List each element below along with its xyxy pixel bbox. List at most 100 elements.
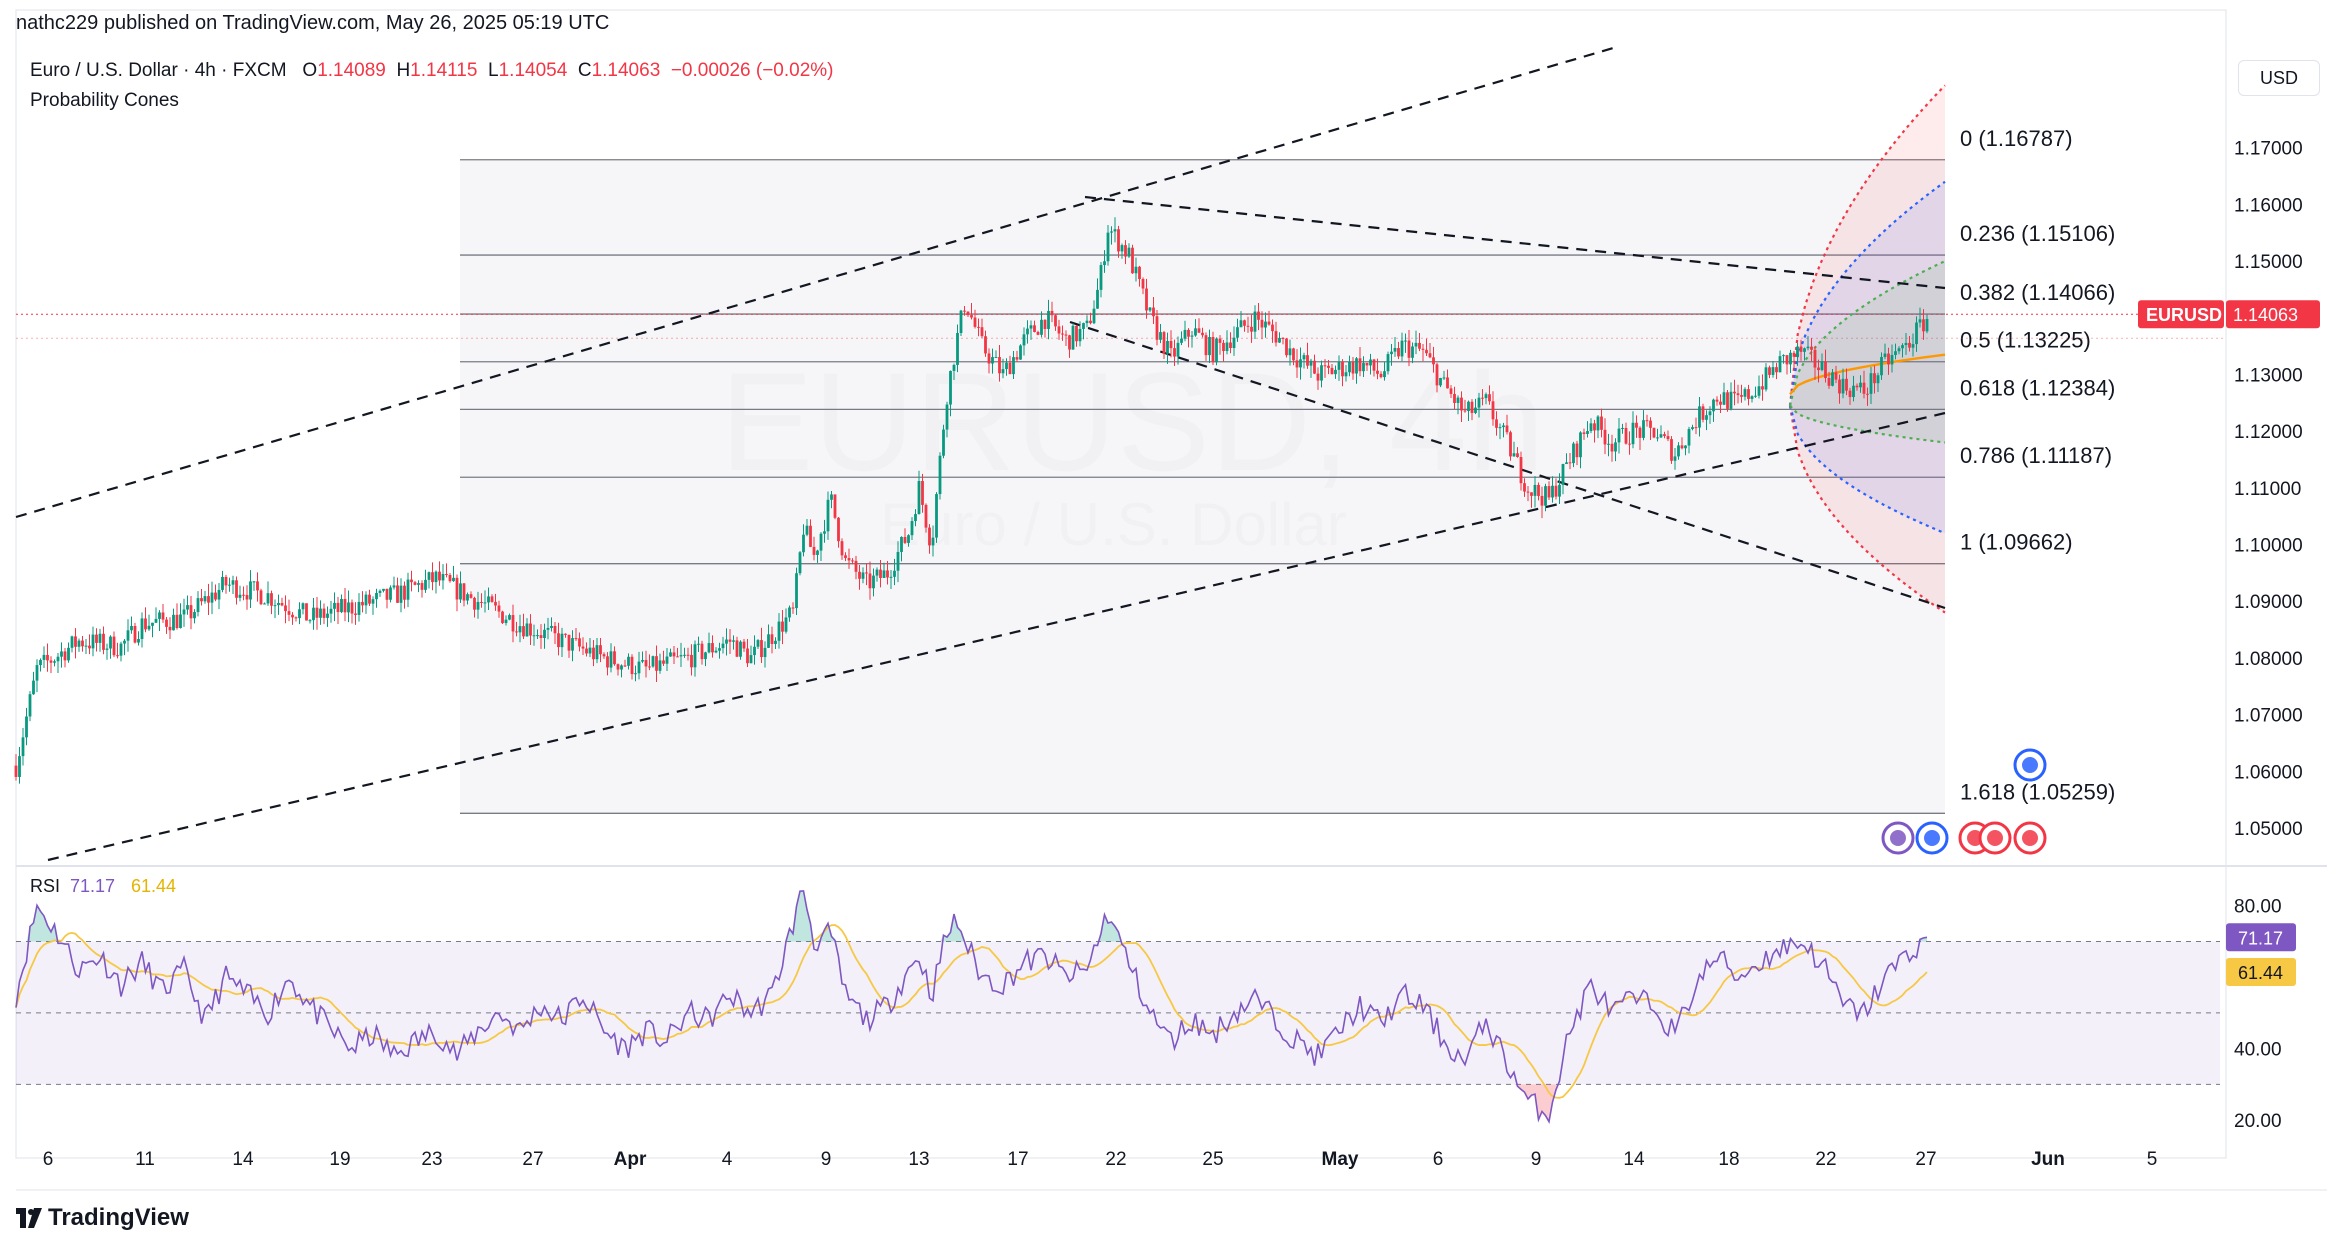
candle-down <box>742 641 746 649</box>
candle-up <box>1897 348 1901 352</box>
candle-up <box>882 570 886 578</box>
time-axis-tick: 14 <box>232 1149 254 1170</box>
candle-up <box>714 650 718 653</box>
candle-up <box>1442 377 1446 379</box>
candle-up <box>382 588 385 591</box>
cone-green-upper <box>1788 260 1946 406</box>
candle-up <box>1659 434 1663 438</box>
candle-down <box>259 590 263 605</box>
candle-up <box>1113 229 1117 232</box>
price-axis-tick: 1.15000 <box>2234 252 2303 273</box>
candle-up <box>1771 367 1775 375</box>
candle-down <box>1817 367 1820 371</box>
candle-up <box>1225 342 1229 352</box>
candle-down <box>1376 370 1379 374</box>
candle-up <box>1477 397 1481 408</box>
candle-up <box>1841 378 1845 394</box>
candle-up <box>1180 338 1183 343</box>
candle-up <box>466 594 469 601</box>
candle-up <box>1334 369 1337 375</box>
candle-down <box>1292 348 1295 361</box>
symbol-tag-bg <box>2138 300 2224 329</box>
us-event-icon-inner <box>1987 830 2003 846</box>
candle-down <box>473 597 476 610</box>
candle-down <box>1138 266 1141 280</box>
candle-down <box>1845 378 1848 391</box>
candle-down <box>1131 247 1134 274</box>
currency-button[interactable]: USD <box>2238 60 2320 96</box>
candle-down <box>200 598 203 602</box>
price-axis-tick: 1.16000 <box>2234 195 2303 216</box>
candle-up <box>151 622 154 626</box>
candle-up <box>228 584 231 586</box>
symbol-name[interactable]: Euro / U.S. Dollar · 4h · FXCM <box>30 60 287 81</box>
rsi-overbought-fill <box>16 890 1927 942</box>
candle-up <box>1705 415 1708 420</box>
candle-up <box>1918 319 1922 323</box>
candle-up <box>1778 356 1782 373</box>
candle-down <box>1327 365 1330 368</box>
candle-down <box>1873 373 1876 384</box>
candle-down <box>322 608 326 618</box>
candle-down <box>1250 326 1253 332</box>
candle-down <box>354 613 357 615</box>
candle-up <box>371 599 375 604</box>
candle-down <box>1666 436 1670 440</box>
candle-up <box>1166 340 1169 354</box>
candle-up <box>1673 456 1677 461</box>
candle-down <box>1036 331 1040 335</box>
indicator-name[interactable]: Probability Cones <box>30 90 179 111</box>
candle-down <box>1547 486 1551 498</box>
candle-up <box>1901 345 1904 349</box>
candle-up <box>1022 334 1026 346</box>
rsi-value-tag <box>2226 923 2296 952</box>
candle-up <box>725 639 728 644</box>
candle-down <box>1530 492 1533 496</box>
candle-down <box>672 652 676 657</box>
candle-up <box>1796 346 1799 357</box>
upper-channel-line <box>15 44 1621 519</box>
candle-down <box>1229 342 1232 349</box>
candle-down <box>1155 316 1159 340</box>
time-axis-tick: 27 <box>1915 1149 1936 1170</box>
fib-level-label: 0 (1.16787) <box>1960 126 2073 151</box>
rsi-ma-tag-text: 61.44 <box>2238 963 2283 983</box>
candle-down <box>1295 360 1299 368</box>
published-by: nathc229 published on TradingView.com, M… <box>16 12 610 34</box>
candle-down <box>1169 340 1173 349</box>
candle-down <box>1761 386 1764 390</box>
candle-down <box>287 611 291 615</box>
candle-down <box>1649 420 1652 428</box>
candle-down <box>1540 495 1544 506</box>
candle-up <box>147 625 151 630</box>
symbol-legend: Euro / U.S. Dollar · 4h · FXCM O1.14089 … <box>30 60 834 82</box>
candle-down <box>613 651 616 665</box>
candle-down <box>1015 357 1019 360</box>
candle-down <box>1421 348 1425 350</box>
candle-up <box>1894 351 1897 355</box>
candle-down <box>1568 462 1572 464</box>
candle-up <box>1299 359 1302 368</box>
candle-down <box>854 560 858 572</box>
candle-down <box>963 310 966 312</box>
candle-up <box>872 575 875 589</box>
candle-up <box>119 643 123 656</box>
candle-up <box>126 630 130 641</box>
last-price-tag[interactable]: EURUSD 1.14063 <box>2138 300 2320 329</box>
candle-down <box>1418 342 1421 349</box>
candle-up <box>210 592 214 603</box>
candle-down <box>840 541 844 556</box>
candle-up <box>595 645 599 660</box>
candle-up <box>571 638 574 651</box>
candle-up <box>1684 445 1687 449</box>
candle-up <box>1411 346 1414 358</box>
candle-up <box>1190 335 1194 337</box>
candle-up <box>1708 411 1712 416</box>
candle-up <box>942 429 945 456</box>
candle-down <box>1257 311 1260 320</box>
candle-up <box>1904 342 1908 346</box>
candle-down <box>1271 324 1274 332</box>
candle-up <box>1621 427 1624 429</box>
candle-down <box>1243 320 1246 326</box>
